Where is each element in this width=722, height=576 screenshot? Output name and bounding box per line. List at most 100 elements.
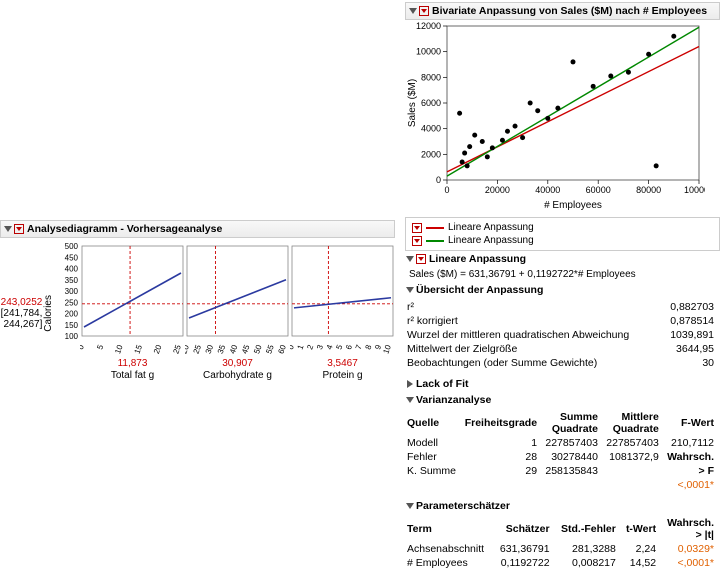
svg-text:300: 300	[80, 287, 81, 296]
disclosure-icon[interactable]	[4, 226, 12, 232]
svg-text:150: 150	[65, 321, 79, 330]
params-header[interactable]: Parameterschätzer	[405, 498, 720, 514]
svg-text:50: 50	[252, 343, 264, 355]
legend-item[interactable]: Lineare Anpassung	[412, 234, 713, 247]
overview-title: Übersicht der Anpassung	[416, 284, 543, 296]
svg-text:4000: 4000	[421, 124, 441, 134]
legend-label: Lineare Anpassung	[448, 235, 534, 246]
svg-text:40000: 40000	[535, 185, 560, 195]
overview-header[interactable]: Übersicht der Anpassung	[405, 282, 720, 298]
svg-text:5: 5	[334, 343, 344, 351]
hotspot-icon[interactable]	[14, 224, 24, 234]
stat-value: 30	[662, 356, 720, 370]
stat-label: r² korrigiert	[405, 314, 662, 328]
svg-text:300: 300	[65, 287, 79, 296]
legend-item[interactable]: Lineare Anpassung	[412, 221, 713, 234]
svg-text:11,873: 11,873	[118, 358, 148, 369]
params-table: TermSchätzerStd.-Fehlert-WertWahrsch.> |…	[405, 516, 720, 570]
disclosure-icon[interactable]	[406, 287, 414, 293]
svg-text:20000: 20000	[485, 185, 510, 195]
legend-swatch	[426, 227, 444, 229]
svg-text:200: 200	[80, 310, 81, 319]
prediction-profiler-panel: Analysediagramm - Vorhersageanalyse 243,…	[0, 220, 395, 384]
lack-of-fit-header[interactable]: Lack of Fit	[405, 376, 720, 392]
svg-text:450: 450	[65, 253, 79, 262]
stat-value: 3644,95	[662, 342, 720, 356]
fit-legend: Lineare AnpassungLineare Anpassung	[405, 217, 720, 251]
stat-value: 1039,891	[662, 328, 720, 342]
svg-text:0: 0	[444, 185, 449, 195]
disclosure-icon[interactable]	[409, 8, 417, 14]
stat-value: 0,878514	[662, 314, 720, 328]
svg-text:25: 25	[192, 343, 204, 355]
hotspot-icon[interactable]	[416, 254, 426, 264]
svg-text:8000: 8000	[421, 72, 441, 82]
disclosure-icon[interactable]	[406, 397, 414, 403]
svg-text:250: 250	[80, 298, 81, 307]
svg-text:# Employees: # Employees	[544, 200, 602, 210]
profiler-header[interactable]: Analysediagramm - Vorhersageanalyse	[0, 220, 395, 238]
svg-text:350: 350	[80, 276, 81, 285]
profiler-title: Analysediagramm - Vorhersageanalyse	[27, 223, 222, 235]
hotspot-icon[interactable]	[412, 236, 422, 246]
svg-text:35: 35	[216, 343, 228, 355]
anova-header[interactable]: Varianzanalyse	[405, 392, 720, 408]
svg-text:8: 8	[363, 343, 373, 351]
params-title: Parameterschätzer	[416, 500, 510, 512]
svg-text:0: 0	[80, 343, 86, 351]
stat-label: Mittelwert der Zielgröße	[405, 342, 662, 356]
lack-of-fit-title: Lack of Fit	[416, 378, 469, 390]
svg-text:200: 200	[65, 310, 79, 319]
svg-text:2000: 2000	[421, 149, 441, 159]
svg-text:10: 10	[113, 343, 125, 355]
svg-text:350: 350	[65, 276, 79, 285]
legend-swatch	[426, 240, 444, 242]
svg-text:Total fat g: Total fat g	[111, 370, 154, 381]
svg-text:80000: 80000	[636, 185, 661, 195]
svg-text:500: 500	[65, 242, 79, 251]
svg-text:4: 4	[325, 343, 335, 351]
anova-table: QuelleFreiheitsgradeSummeQuadrateMittler…	[405, 410, 720, 492]
svg-text:2: 2	[305, 343, 315, 351]
svg-text:3,5467: 3,5467	[327, 358, 358, 369]
anova-title: Varianzanalyse	[416, 394, 491, 406]
disclosure-icon[interactable]	[407, 380, 413, 388]
svg-text:3: 3	[315, 343, 325, 351]
svg-text:0: 0	[436, 175, 441, 185]
svg-text:20: 20	[152, 343, 164, 355]
fit-section-header[interactable]: Lineare Anpassung	[405, 251, 720, 267]
svg-text:60: 60	[276, 343, 288, 355]
bivariate-panel: Bivariate Anpassung von Sales ($M) nach …	[405, 2, 720, 576]
svg-text:60000: 60000	[586, 185, 611, 195]
fit-section-title: Lineare Anpassung	[429, 253, 526, 265]
y-ci-range: [241,784, 244,267]	[1, 308, 43, 330]
svg-text:1: 1	[296, 343, 306, 351]
disclosure-icon[interactable]	[406, 256, 414, 262]
profiler-charts[interactable]: 1001502002503003504004505001001502002503…	[58, 242, 395, 384]
y-current-value: 243,0252	[1, 297, 43, 308]
svg-text:10: 10	[381, 343, 393, 355]
bivariate-header[interactable]: Bivariate Anpassung von Sales ($M) nach …	[405, 2, 720, 20]
svg-text:500: 500	[80, 242, 81, 251]
svg-text:30,907: 30,907	[222, 358, 253, 369]
svg-text:30: 30	[204, 343, 216, 355]
svg-text:15: 15	[133, 343, 145, 355]
svg-text:6: 6	[344, 343, 354, 351]
svg-text:10000: 10000	[416, 47, 441, 57]
stat-label: r²	[405, 300, 662, 314]
svg-text:5: 5	[95, 343, 105, 351]
svg-text:7: 7	[354, 343, 364, 351]
stat-label: Wurzel der mittleren quadratischen Abwei…	[405, 328, 662, 342]
svg-text:45: 45	[240, 343, 252, 355]
regression-formula: Sales ($M) = 631,36791 + 0,1192722*# Emp…	[405, 267, 720, 282]
svg-text:25: 25	[171, 343, 183, 355]
disclosure-icon[interactable]	[406, 503, 414, 509]
svg-text:55: 55	[264, 343, 276, 355]
svg-text:12000: 12000	[416, 21, 441, 31]
scatter-chart[interactable]: 0200004000060000800001000000200040006000…	[405, 20, 720, 213]
hotspot-icon[interactable]	[419, 6, 429, 16]
stat-value: 0,882703	[662, 300, 720, 314]
hotspot-icon[interactable]	[412, 223, 422, 233]
svg-text:20: 20	[185, 343, 191, 355]
overview-table: r²0,882703r² korrigiert0,878514Wurzel de…	[405, 300, 720, 370]
